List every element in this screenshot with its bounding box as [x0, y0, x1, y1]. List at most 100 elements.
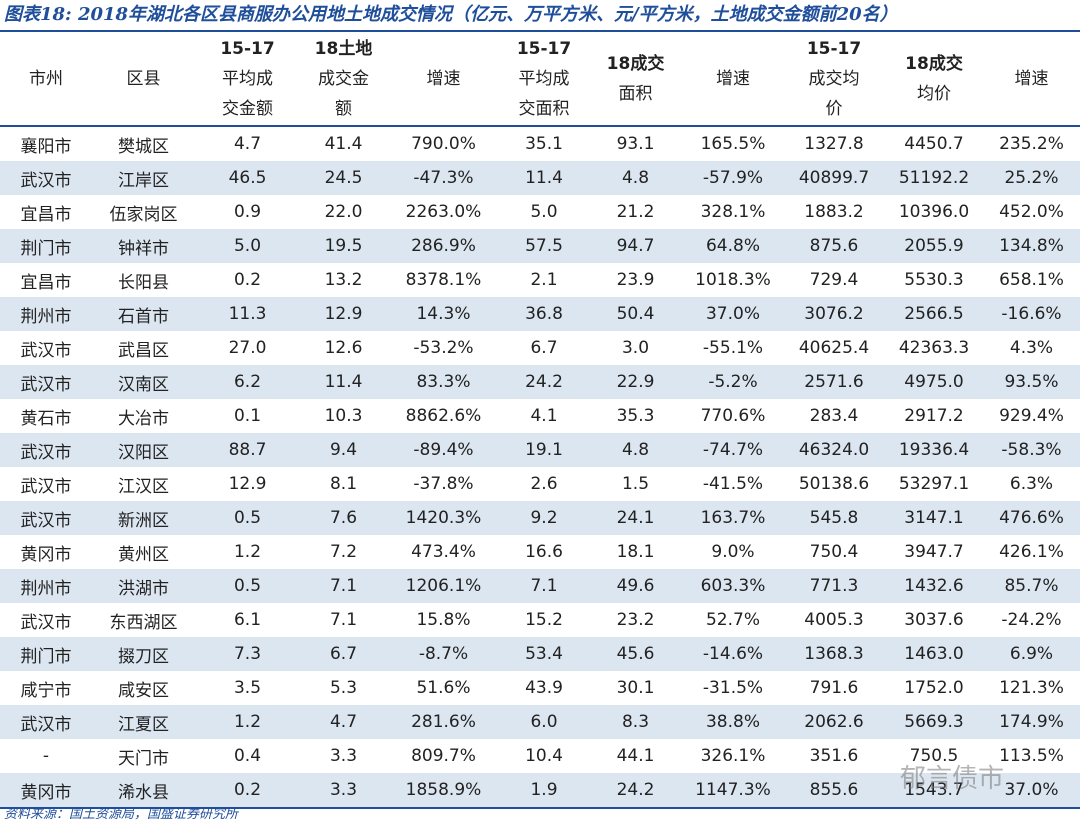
table-cell: 25.2% — [983, 161, 1080, 195]
table-cell: 荆门市 — [0, 637, 92, 671]
table-cell: 12.6 — [324, 338, 363, 358]
table-cell: 770.6% — [700, 406, 766, 426]
table-cell: 3037.6 — [904, 610, 964, 630]
table-cell: 1858.9% — [387, 773, 500, 808]
table-cell: 473.4% — [411, 542, 476, 562]
table-row: 武汉市 江汉区 12.9 8.1 -37.8% 2.6 1.5 -41.5% 50138.6 53… — [0, 467, 1080, 501]
table-cell: 27.0 — [228, 338, 267, 358]
table-cell: 咸安区 — [118, 680, 169, 701]
table-cell: 荆州市 — [0, 569, 92, 603]
table-cell: 10.3 — [324, 406, 363, 426]
table-cell: 1420.3% — [387, 501, 500, 535]
table-cell: 大冶市 — [118, 408, 169, 429]
table-cell: 江岸区 — [92, 161, 195, 195]
table-cell: 11.4 — [300, 365, 387, 399]
table-cell: 武汉市 — [20, 612, 72, 633]
header-line: 价 — [825, 98, 843, 119]
table-cell: 16.6 — [525, 542, 563, 562]
table-cell: 襄阳市 — [20, 136, 72, 157]
table-row: 襄阳市 樊城区 4.7 41.4 790.0% 35.1 93.1 165.5% 1327.8 4… — [0, 126, 1080, 161]
table-cell: 0.9 — [233, 202, 262, 222]
table-cell: 3947.7 — [904, 542, 964, 562]
table-cell: 0.4 — [233, 746, 262, 766]
table-cell: 46.5 — [195, 161, 300, 195]
table-cell: 4.8 — [588, 433, 683, 467]
table-cell: 黄州区 — [118, 544, 169, 565]
header-line: 15-17 — [516, 38, 572, 59]
table-cell: 1.2 — [233, 542, 262, 562]
table-cell: 15.8% — [416, 610, 471, 630]
table-row: 武汉市 江夏区 1.2 4.7 281.6% 6.0 8.3 38.8% 2062.6 5669.… — [0, 705, 1080, 739]
table-cell: 24.1 — [588, 501, 683, 535]
table-cell: 165.5% — [700, 134, 766, 154]
table-cell: 750.4 — [809, 542, 859, 562]
table-cell: 658.1% — [999, 270, 1064, 290]
table-cell: 伍家岗区 — [109, 204, 178, 225]
table-cell: 2.6 — [530, 474, 558, 494]
header-line: 15-17 — [806, 38, 862, 59]
table-cell: 1752.0 — [904, 678, 964, 698]
table-cell: 武汉市 — [0, 433, 92, 467]
table-cell: 0.5 — [195, 569, 300, 603]
header-line: 面积 — [618, 83, 653, 104]
table-cell: 22.0 — [324, 202, 363, 222]
table-cell: -57.9% — [683, 161, 783, 195]
table-cell: 750.5 — [909, 746, 959, 766]
table-row: 武汉市 东西湖区 6.1 7.1 15.8% 15.2 23.2 52.7% 4005.3 303… — [0, 603, 1080, 637]
table-cell: 4.8 — [588, 161, 683, 195]
table-cell: 7.6 — [300, 501, 387, 535]
table-cell: 1883.2 — [804, 202, 864, 222]
title: 图表18: 2018年湖北各区县商服办公用地土地成交情况（亿元、万平方米、元/平… — [4, 4, 898, 25]
header-line: 平均成 — [518, 68, 570, 89]
table-cell: 5.0 — [530, 202, 558, 222]
table-cell: 1432.6 — [885, 569, 983, 603]
table-cell: -53.2% — [413, 338, 474, 358]
table-cell: 1543.7 — [885, 773, 983, 808]
table-row: 咸宁市 咸安区 3.5 5.3 51.6% 43.9 30.1 -31.5% 791.6 1752… — [0, 671, 1080, 705]
header-cell: 增速 — [983, 31, 1080, 127]
table-cell: 12.9 — [300, 297, 387, 331]
table-cell: 4975.0 — [885, 365, 983, 399]
table-cell: 22.9 — [588, 365, 683, 399]
table-cell: 351.6 — [809, 746, 859, 766]
table-cell: 3147.1 — [885, 501, 983, 535]
header-cell: 市州 — [0, 31, 92, 127]
table-cell: 黄冈市 — [0, 773, 92, 808]
table-cell: 武汉市 — [0, 161, 92, 195]
table-cell: 0.1 — [233, 406, 262, 426]
table-cell: -24.2% — [1001, 610, 1062, 630]
table-cell: 3076.2 — [783, 297, 885, 331]
table-cell: 武汉市 — [0, 501, 92, 535]
table-cell: 43.9 — [525, 678, 563, 698]
table-cell: 15.2 — [525, 610, 563, 630]
source-note: 资料来源：国土资源局，国盛证券研究所 — [4, 807, 239, 822]
table-cell: 40625.4 — [798, 338, 870, 358]
table-cell: 24.2 — [500, 365, 588, 399]
table-cell: 天门市 — [118, 748, 169, 769]
table-cell: -55.1% — [702, 338, 764, 358]
table-cell: 6.7 — [300, 637, 387, 671]
table-cell: 荆门市 — [0, 229, 92, 263]
table-cell: 83.3% — [387, 365, 500, 399]
table-cell: 7.1 — [300, 569, 387, 603]
table-cell: 545.8 — [783, 501, 885, 535]
header-line: 平均成 — [222, 68, 273, 89]
table-cell: 3.3 — [300, 773, 387, 808]
table-cell: 5.0 — [195, 229, 300, 263]
table-cell: 2055.9 — [885, 229, 983, 263]
header-line: 增速 — [426, 68, 461, 89]
table-cell: 0.5 — [195, 501, 300, 535]
table-cell: 809.7% — [411, 746, 476, 766]
table-cell: 9.4 — [300, 433, 387, 467]
table-row: 黄冈市 黄州区 1.2 7.2 473.4% 16.6 18.1 9.0% 750.4 3947.… — [0, 535, 1080, 569]
table-cell: 武汉市 — [20, 340, 72, 361]
header-line: 额 — [335, 98, 352, 119]
table-cell: 江夏区 — [92, 705, 195, 739]
table-cell: 326.1% — [700, 746, 766, 766]
table-cell: 6.2 — [195, 365, 300, 399]
table-cell: 1147.3% — [683, 773, 783, 808]
header-line: 交金额 — [222, 98, 273, 119]
table-cell: 8378.1% — [405, 270, 482, 290]
table-cell: 4450.7 — [904, 134, 964, 154]
